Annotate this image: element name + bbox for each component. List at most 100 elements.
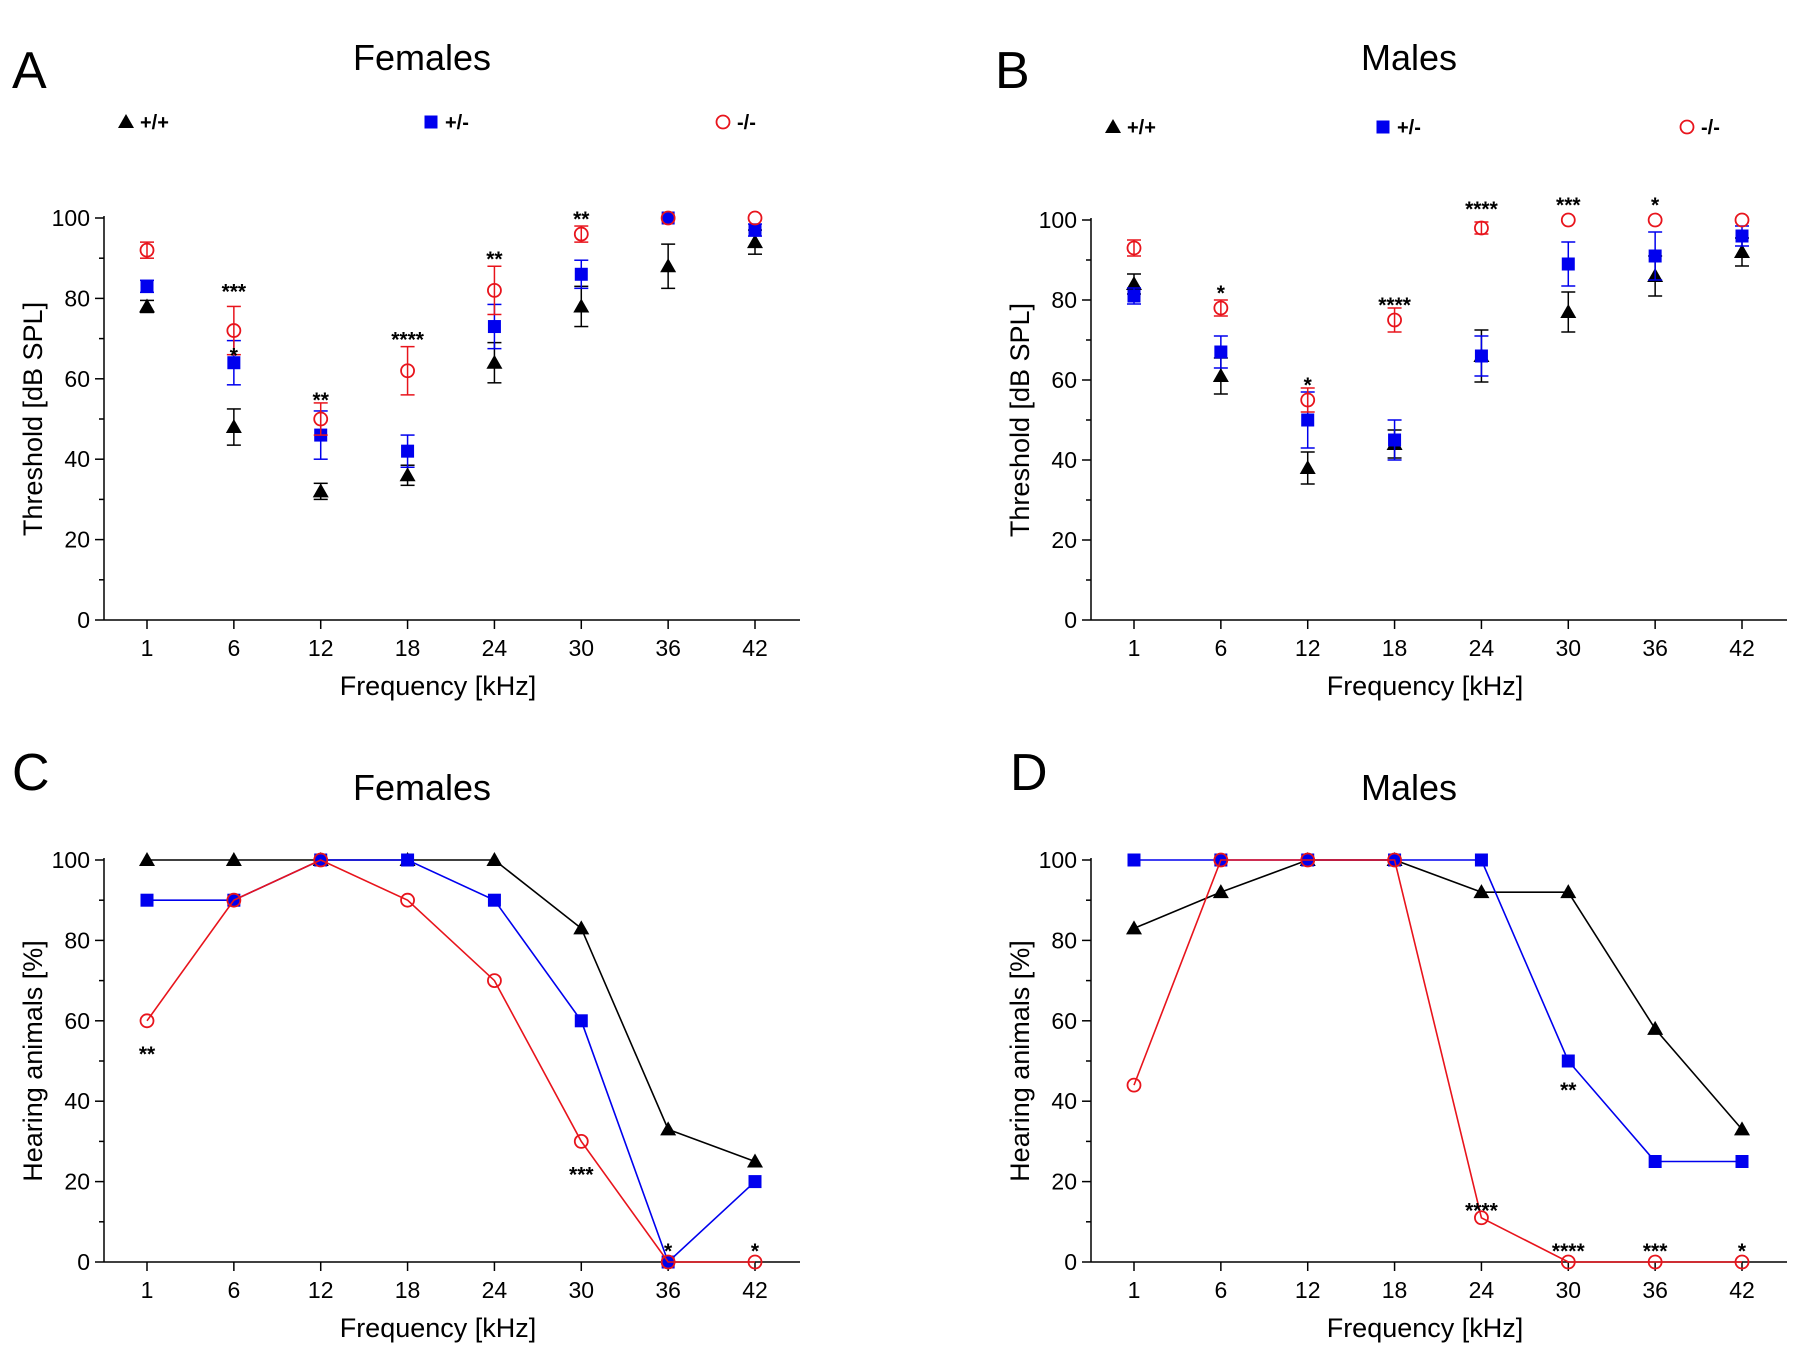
data-point-triangle (660, 1121, 677, 1136)
data-point-circle (1734, 212, 1750, 228)
series-line (1133, 859, 1742, 1263)
data-point-circle (1126, 240, 1142, 256)
x-tick-label: 36 (1642, 1277, 1668, 1303)
data-point-square (1127, 853, 1141, 867)
legend-marker-square (424, 115, 438, 129)
legend: +/+ +/- -/- (1105, 117, 1720, 139)
y-axis-label: Threshold [dB SPL] (18, 302, 48, 536)
data-point-circle (400, 892, 415, 908)
x-tick-label: 30 (568, 1277, 594, 1303)
data-point-circle (226, 892, 242, 908)
chart-panel-d: D Males 0 20 40 60 80 100 1 6 12 18 24 30 36 42 Frequenc… (1005, 744, 1787, 1343)
data-point-circle (139, 242, 155, 258)
series-square (1127, 225, 1749, 461)
y-tick-label: 0 (1064, 1249, 1077, 1275)
legend-label: +/+ (140, 112, 169, 134)
significance-mark: ** (1560, 1079, 1577, 1102)
panel-title: Females (353, 37, 491, 78)
data-point-circle (1213, 300, 1229, 316)
y-tick-label: 40 (1051, 1088, 1077, 1114)
data-point-triangle (1126, 276, 1142, 290)
y-tick-label: 60 (1051, 1008, 1077, 1034)
data-point-square (1301, 413, 1315, 427)
data-point-triangle (486, 354, 503, 369)
y-tick-label: 0 (77, 607, 90, 633)
data-point-square (401, 444, 415, 458)
data-point-triangle (1473, 884, 1490, 899)
data-point-circle (487, 282, 502, 298)
x-axis-label: Frequency [kHz] (340, 671, 537, 701)
significance-mark: * (751, 1240, 760, 1263)
x-tick-label: 42 (742, 1277, 768, 1303)
data-point-square (1127, 289, 1141, 303)
series-circle (139, 210, 763, 436)
data-point-circle (1647, 1254, 1663, 1270)
data-point-circle (1734, 1254, 1750, 1270)
series-line (1134, 859, 1742, 1163)
data-point-square (140, 279, 154, 293)
x-tick-label: 24 (482, 635, 508, 661)
data-point-square (1648, 249, 1662, 263)
y-tick-label: 80 (64, 927, 90, 953)
y-tick-label: 60 (1051, 367, 1077, 393)
x-tick-label: 18 (395, 1277, 421, 1303)
y-tick-label: 100 (52, 205, 90, 231)
x-tick-label: 12 (1295, 1277, 1321, 1303)
panel-letter: D (1010, 744, 1048, 802)
x-tick-label: 6 (1214, 635, 1227, 661)
data-point-square (1648, 1155, 1662, 1168)
panel-title: Males (1361, 37, 1457, 78)
y-tick-label: 60 (64, 1008, 90, 1034)
legend-marker-circle (715, 114, 731, 130)
x-tick-label: 1 (1128, 1277, 1141, 1303)
data-point-square (661, 211, 675, 225)
significance-mark: *** (569, 1164, 594, 1187)
y-tick-label: 40 (64, 446, 90, 472)
data-point-square (748, 1175, 762, 1189)
data-point-triangle (1212, 368, 1229, 382)
data-point-circle (1474, 220, 1489, 236)
data-point-triangle (225, 852, 242, 866)
significance-mark: * (1738, 1240, 1747, 1263)
series-circle (1126, 212, 1750, 413)
data-point-circle (1387, 852, 1402, 868)
legend-marker-circle (1679, 119, 1695, 135)
y-tick-label: 80 (1051, 287, 1077, 313)
x-tick-label: 30 (1555, 635, 1581, 661)
series-line (1133, 859, 1743, 1130)
data-point-triangle (660, 258, 677, 273)
y-tick-label: 100 (1039, 207, 1077, 233)
data-point-circle (1213, 852, 1229, 868)
data-point-circle (1126, 1077, 1142, 1093)
data-point-circle (1647, 212, 1663, 228)
data-point-triangle (573, 920, 590, 935)
panel-title: Females (353, 767, 491, 808)
data-point-square (1388, 433, 1402, 447)
data-point-square (1561, 257, 1575, 271)
data-point-square (574, 1014, 588, 1028)
data-point-circle (1387, 312, 1402, 328)
significance-mark: * (1217, 282, 1226, 305)
significance-mark: * (664, 1240, 673, 1263)
x-tick-label: 42 (742, 635, 768, 661)
data-point-square (401, 853, 415, 867)
x-tick-label: 1 (1128, 635, 1141, 661)
y-tick-label: 20 (64, 527, 90, 553)
x-tick-label: 36 (1642, 635, 1668, 661)
legend-label: +/- (1397, 117, 1421, 139)
significance-mark: * (230, 345, 239, 368)
significance-mark: **** (1465, 198, 1499, 221)
data-point-triangle (573, 298, 590, 313)
y-tick-label: 80 (1051, 927, 1077, 953)
y-tick-label: 20 (1051, 527, 1077, 553)
significance-mark: * (1651, 194, 1660, 217)
data-point-circle (400, 363, 415, 379)
x-axis-label: Frequency [kHz] (1327, 1313, 1524, 1343)
y-tick-label: 0 (1064, 607, 1077, 633)
data-point-circle (1474, 1210, 1489, 1226)
data-point-square (1735, 229, 1749, 243)
data-point-triangle (747, 234, 763, 249)
series-line (147, 859, 756, 1163)
significance-mark: **** (1378, 294, 1412, 317)
